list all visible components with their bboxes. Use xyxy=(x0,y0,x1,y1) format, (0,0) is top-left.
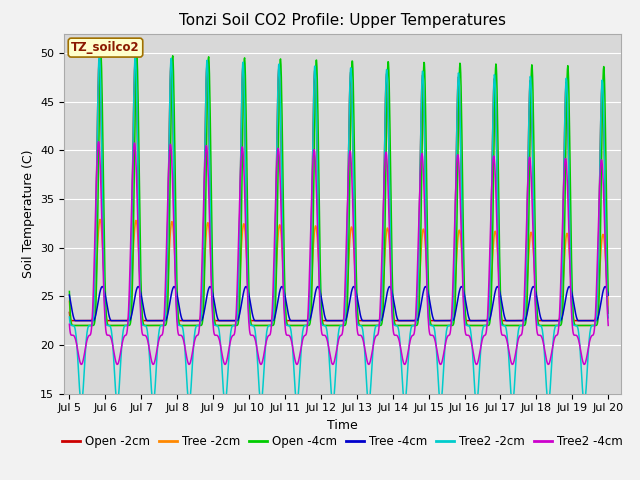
Legend: Open -2cm, Tree -2cm, Open -4cm, Tree -4cm, Tree2 -2cm, Tree2 -4cm: Open -2cm, Tree -2cm, Open -4cm, Tree -4… xyxy=(58,430,627,453)
Line: Tree2 -2cm: Tree2 -2cm xyxy=(69,55,608,398)
Open -2cm xyxy=(68,318,76,324)
Tree2 -2cm xyxy=(246,322,254,328)
Tree -2cm xyxy=(246,315,254,321)
Tree -4cm xyxy=(186,318,193,324)
Tree -4cm xyxy=(72,318,79,324)
Y-axis label: Soil Temperature (C): Soil Temperature (C) xyxy=(22,149,35,278)
Open -2cm xyxy=(186,318,194,324)
Open -4cm xyxy=(186,323,194,328)
Tree -2cm xyxy=(423,272,431,278)
Tree2 -4cm xyxy=(604,323,612,328)
Tree2 -2cm xyxy=(186,396,194,401)
X-axis label: Time: Time xyxy=(327,419,358,432)
Title: Tonzi Soil CO2 Profile: Upper Temperatures: Tonzi Soil CO2 Profile: Upper Temperatur… xyxy=(179,13,506,28)
Tree2 -2cm xyxy=(95,52,103,58)
Tree -2cm xyxy=(604,302,612,308)
Text: TZ_soilco2: TZ_soilco2 xyxy=(71,41,140,54)
Open -4cm xyxy=(97,51,105,57)
Tree -4cm xyxy=(602,284,609,289)
Tree -4cm xyxy=(246,297,253,303)
Open -4cm xyxy=(604,290,612,296)
Tree -4cm xyxy=(65,292,73,298)
Tree2 -2cm xyxy=(77,396,84,401)
Tree -2cm xyxy=(96,216,104,222)
Tree2 -4cm xyxy=(173,317,180,323)
Tree2 -2cm xyxy=(173,310,180,315)
Open -4cm xyxy=(423,203,431,209)
Tree -4cm xyxy=(541,318,548,324)
Open -4cm xyxy=(541,323,548,328)
Open -2cm xyxy=(173,305,180,311)
Open -2cm xyxy=(95,57,103,62)
Tree2 -4cm xyxy=(493,240,501,246)
Line: Tree2 -4cm: Tree2 -4cm xyxy=(69,142,608,364)
Open -2cm xyxy=(604,311,612,316)
Tree2 -4cm xyxy=(423,288,431,293)
Line: Open -4cm: Open -4cm xyxy=(69,54,608,325)
Tree -4cm xyxy=(423,285,431,290)
Tree2 -2cm xyxy=(423,273,431,278)
Tree -2cm xyxy=(186,323,194,328)
Tree2 -4cm xyxy=(186,360,194,366)
Open -4cm xyxy=(70,323,77,328)
Tree -4cm xyxy=(173,289,180,295)
Tree -2cm xyxy=(65,299,73,304)
Open -4cm xyxy=(65,288,73,294)
Tree -4cm xyxy=(604,292,612,298)
Open -2cm xyxy=(246,317,254,323)
Tree2 -2cm xyxy=(604,315,612,321)
Tree -2cm xyxy=(173,294,180,300)
Open -4cm xyxy=(246,316,254,322)
Open -2cm xyxy=(541,318,548,324)
Tree2 -4cm xyxy=(246,331,254,337)
Tree -2cm xyxy=(541,323,548,328)
Tree2 -4cm xyxy=(77,361,85,367)
Tree2 -4cm xyxy=(65,322,73,327)
Tree2 -2cm xyxy=(493,196,501,202)
Open -2cm xyxy=(493,195,501,201)
Tree2 -2cm xyxy=(541,359,548,365)
Tree -2cm xyxy=(493,247,501,253)
Tree2 -4cm xyxy=(541,349,548,355)
Line: Tree -2cm: Tree -2cm xyxy=(69,219,608,325)
Open -2cm xyxy=(65,310,73,315)
Line: Open -2cm: Open -2cm xyxy=(69,60,608,321)
Tree -4cm xyxy=(493,284,501,289)
Open -4cm xyxy=(173,277,180,283)
Tree -2cm xyxy=(69,323,77,328)
Tree2 -2cm xyxy=(65,314,73,320)
Line: Tree -4cm: Tree -4cm xyxy=(69,287,608,321)
Tree2 -4cm xyxy=(95,139,102,144)
Open -4cm xyxy=(493,106,501,111)
Open -2cm xyxy=(423,269,431,275)
